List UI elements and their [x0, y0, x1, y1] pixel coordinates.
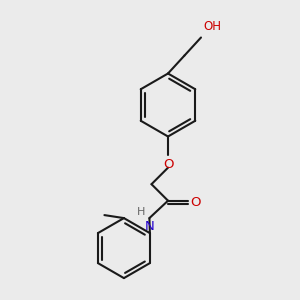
- Text: O: O: [190, 196, 200, 209]
- Text: H: H: [137, 207, 145, 217]
- Text: N: N: [145, 220, 154, 233]
- Text: OH: OH: [203, 20, 221, 33]
- Text: O: O: [163, 158, 173, 170]
